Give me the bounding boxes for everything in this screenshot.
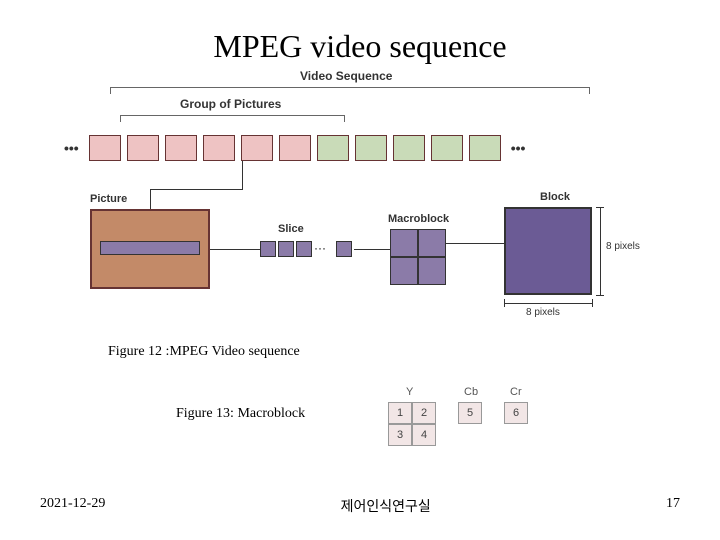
block-dim-v-line <box>600 207 601 295</box>
slide-footer: 2021-12-29 제어인식연구실 17 <box>0 496 720 516</box>
slide-title: MPEG video sequence <box>0 0 720 73</box>
sequence-frame <box>355 135 387 161</box>
sequence-frame <box>279 135 311 161</box>
sequence-frame <box>165 135 197 161</box>
mb-cell-2 <box>418 229 446 257</box>
sequence-frame <box>241 135 273 161</box>
connector-picture-to-slice <box>210 249 260 250</box>
block-dim-h-label: 8 pixels <box>526 307 560 318</box>
sequence-frame <box>203 135 235 161</box>
slice-cell-dots: ··· <box>314 241 334 257</box>
ellipsis-left: ••• <box>64 140 79 156</box>
block-dim-h-line <box>504 303 592 304</box>
mb-cell-3 <box>390 257 418 285</box>
mb-cell-4 <box>418 257 446 285</box>
video-sequence-bracket <box>110 87 590 88</box>
sequence-frame <box>469 135 501 161</box>
footer-date: 2021-12-29 <box>40 496 105 516</box>
connector-mb-to-block <box>446 243 504 244</box>
figure-13-caption: Figure 13: Macroblock <box>176 406 305 422</box>
block-label: Block <box>540 191 570 203</box>
picture-label: Picture <box>90 193 127 205</box>
block-dim-v-tick1 <box>596 207 604 208</box>
sequence-frames-row: ••• ••• <box>60 135 529 161</box>
picture-box <box>90 209 210 289</box>
macroblock-grid <box>390 229 446 285</box>
fig13-col-label: Cr <box>510 386 522 398</box>
video-sequence-label: Video Sequence <box>300 69 392 83</box>
sequence-frame <box>431 135 463 161</box>
fig13-cell: 4 <box>412 424 436 446</box>
gop-bracket <box>120 115 345 116</box>
sequence-frame <box>317 135 349 161</box>
slice-cell-1 <box>260 241 276 257</box>
ellipsis-right: ••• <box>511 140 526 156</box>
fig13-cell: 3 <box>388 424 412 446</box>
fig13-col-label: Cb <box>464 386 478 398</box>
fig13-cell: 5 <box>458 402 482 424</box>
connector-frame-to-picture <box>242 161 243 189</box>
fig13-grid-y: 1234 <box>388 402 436 446</box>
block-dim-v-tick2 <box>596 295 604 296</box>
fig13-cell: 2 <box>412 402 436 424</box>
figure-12-diagram: Video Sequence Group of Pictures ••• •••… <box>60 73 660 333</box>
footer-page: 17 <box>666 496 680 516</box>
fig13-cell: 1 <box>388 402 412 424</box>
block-dim-v-label: 8 pixels <box>606 241 646 252</box>
connector-frame-to-picture-v2 <box>150 189 151 209</box>
slice-cell-2 <box>278 241 294 257</box>
sequence-frame <box>393 135 425 161</box>
connector-slice-to-mb <box>354 249 390 250</box>
picture-slice-strip <box>100 241 200 255</box>
slice-label: Slice <box>278 223 304 235</box>
fig13-grid-cb: 5 <box>458 402 482 424</box>
figure-12-caption: Figure 12 :MPEG Video sequence <box>108 344 300 360</box>
mb-cell-1 <box>390 229 418 257</box>
connector-frame-to-picture-h <box>150 189 243 190</box>
fig13-cell: 6 <box>504 402 528 424</box>
block-dim-h-tick1 <box>504 299 505 307</box>
fig13-col-label: Y <box>406 386 413 398</box>
footer-lab: 제어인식연구실 <box>341 496 431 516</box>
sequence-frame <box>127 135 159 161</box>
macroblock-label: Macroblock <box>388 213 449 225</box>
sequence-frame <box>89 135 121 161</box>
block-box <box>504 207 592 295</box>
slice-cell-n <box>336 241 352 257</box>
slice-cell-3 <box>296 241 312 257</box>
fig13-grid-cr: 6 <box>504 402 528 424</box>
block-dim-h-tick2 <box>592 299 593 307</box>
gop-label: Group of Pictures <box>180 97 281 111</box>
